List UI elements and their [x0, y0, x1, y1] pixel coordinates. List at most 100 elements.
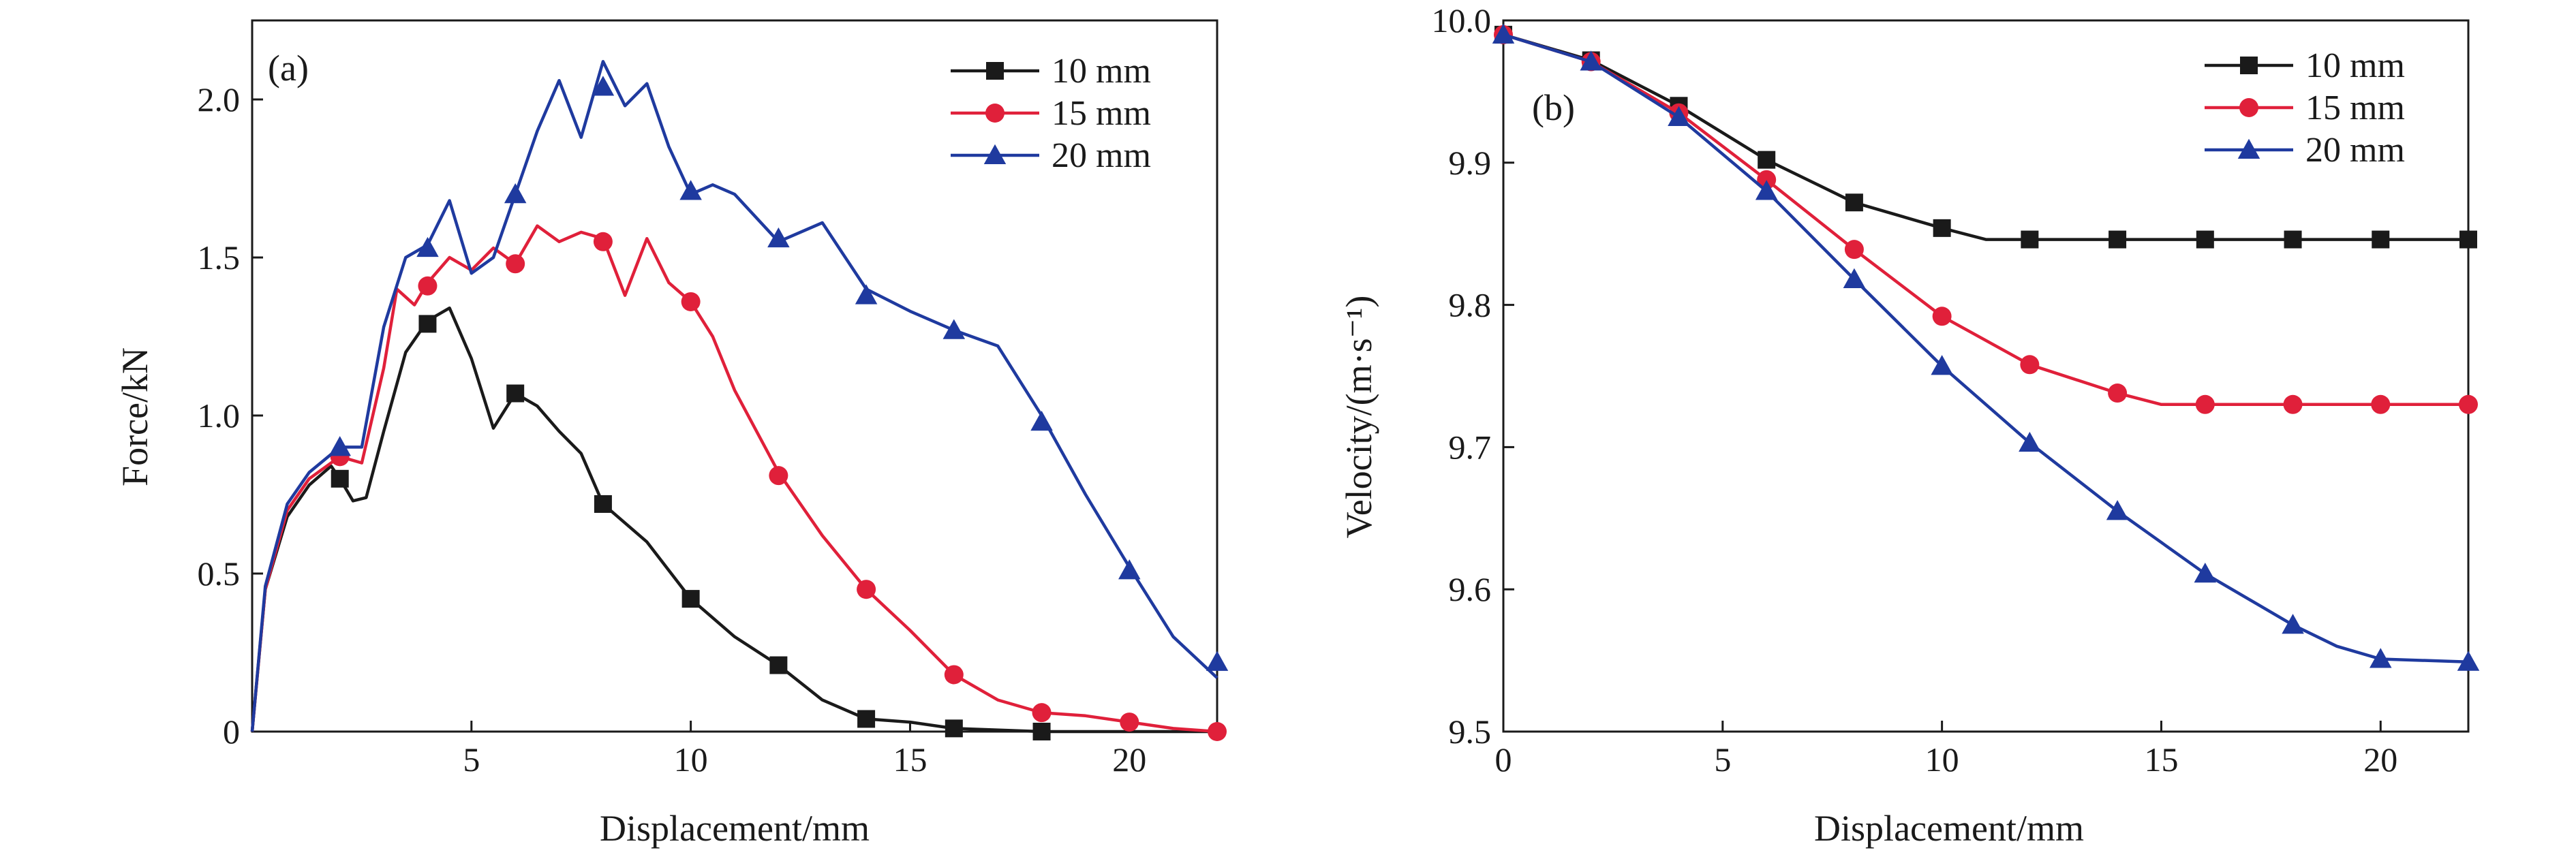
panel-a-point-20-mm — [855, 284, 878, 304]
panel-b-point-20-mm — [1755, 180, 1778, 200]
panel-a-point-20-mm — [592, 76, 615, 96]
panel-a-y-tick-label: 0 — [223, 713, 240, 751]
panel-b-legend-marker-15-mm — [2239, 98, 2258, 117]
panel-b-point-10-mm — [2021, 230, 2039, 249]
panel-b-velocity-chart: (b) Displacement/mm Velocity/(m·s⁻¹) 0 5 1… — [1338, 1, 2480, 849]
panel-a-legend-marker-10-mm — [986, 62, 1004, 80]
panel-b-x-tick-label: 0 — [1495, 740, 1512, 779]
panel-b-x-axis-label: Displacement/mm — [1814, 808, 2084, 849]
panel-b-point-20-mm — [1843, 268, 1866, 289]
panel-b-point-15-mm — [1844, 240, 1864, 260]
panel-a-y-tick-label: 2.0 — [198, 80, 241, 119]
panel-a-point-10-mm — [857, 710, 876, 728]
panel-a-point-15-mm — [1032, 703, 1052, 723]
panel-a-point-15-mm — [769, 466, 788, 486]
panel-b-point-20-mm — [1492, 23, 1515, 44]
panel-b-legend: 10 mm 15 mm 20 mm — [2205, 46, 2405, 170]
panel-a-legend-marker-15-mm — [985, 104, 1005, 123]
panel-b-point-15-mm — [1757, 170, 1777, 189]
panel-b-point-15-mm — [2283, 394, 2303, 414]
panel-b-x-tick-label: 5 — [1714, 740, 1731, 779]
panel-a-legend-label-10-mm: 10 mm — [1052, 52, 1151, 91]
panel-b-point-20-mm — [1668, 106, 1690, 126]
panel-b-y-tick-label: 9.9 — [1449, 144, 1492, 182]
panel-b-plot-frame — [1502, 19, 2470, 733]
panel-a-point-20-mm — [767, 227, 790, 248]
panel-a-point-20-mm — [1206, 651, 1229, 671]
panel-b-point-10-mm — [2372, 230, 2390, 249]
panel-b-point-15-mm — [1932, 307, 1952, 326]
panel-a-series-line-10-mm — [250, 306, 1217, 734]
panel-b-y-axis-label: Velocity/(m·s⁻¹) — [1338, 296, 1379, 539]
panel-a-y-tick-label: 1.0 — [198, 396, 241, 435]
panel-a-series-15-mm — [250, 224, 1227, 741]
panel-a-series-20-mm — [250, 60, 1229, 732]
panel-a-force-chart: (a) Displacement/mm Force/kN 5 10 15 20 0 0.5… — [114, 19, 1229, 849]
panel-b-y-tick-label: 9.6 — [1449, 570, 1492, 608]
panel-a-plot-frame — [251, 19, 1218, 733]
panel-b-y-tick-label: 9.7 — [1449, 428, 1492, 466]
panel-b-point-20-mm — [2370, 648, 2392, 668]
panel-a-point-20-mm — [504, 183, 527, 204]
panel-a-x-tick-label: 5 — [463, 740, 480, 779]
panel-a-point-10-mm — [331, 469, 349, 488]
panel-a-point-20-mm — [679, 180, 702, 200]
panel-b-point-20-mm — [2282, 614, 2304, 634]
panel-b-point-15-mm — [2020, 355, 2040, 375]
panel-b-point-20-mm — [1931, 355, 1953, 375]
panel-b-y-tick-label: 9.5 — [1449, 713, 1492, 751]
panel-b-legend-marker-10-mm — [2240, 57, 2258, 74]
panel-a-point-10-mm — [681, 590, 700, 608]
panel-a-point-10-mm — [945, 719, 963, 738]
panel-b-point-10-mm — [1758, 151, 1776, 169]
panel-a-series-line-20-mm — [250, 60, 1218, 732]
panel-b-series-20-mm — [1492, 23, 2480, 671]
panel-a-y-tick-label: 1.5 — [198, 238, 241, 277]
panel-a-point-20-mm — [1118, 559, 1141, 580]
panel-b-point-10-mm — [2284, 230, 2302, 249]
panel-a-point-20-mm — [1030, 411, 1053, 431]
panel-b-point-10-mm — [1933, 219, 1951, 237]
panel-a-legend-label-15-mm: 15 mm — [1052, 94, 1151, 133]
panel-b-point-20-mm — [2019, 431, 2041, 452]
panel-b-point-20-mm — [1580, 50, 1602, 71]
panel-b-x-tick-label: 20 — [2363, 740, 2397, 779]
panel-b-legend-marker-20-mm — [2237, 138, 2260, 159]
panel-b-point-15-mm — [2195, 394, 2215, 414]
panel-a-x-tick-label: 20 — [1112, 740, 1146, 779]
panel-a-point-15-mm — [418, 276, 438, 296]
panel-b-point-15-mm — [2371, 394, 2391, 414]
panel-a-x-tick-label: 15 — [893, 740, 927, 779]
panel-b-tag: (b) — [1532, 87, 1575, 128]
panel-b-point-15-mm — [2108, 383, 2128, 403]
panel-a-point-20-mm — [328, 436, 351, 456]
panel-b-x-tick-label: 10 — [1925, 740, 1959, 779]
panel-a-point-15-mm — [857, 580, 876, 599]
panel-a-point-10-mm — [506, 384, 525, 403]
panel-b-y-tick-label: 10.0 — [1432, 1, 1492, 40]
panel-a-tag: (a) — [268, 48, 309, 89]
panel-b-x-tick-label: 15 — [2144, 740, 2178, 779]
panel-b-point-20-mm — [2106, 500, 2129, 520]
panel-b-legend-label-10-mm: 10 mm — [2305, 46, 2405, 85]
panel-a-point-15-mm — [506, 254, 525, 274]
panel-b-legend-label-15-mm: 15 mm — [2305, 89, 2405, 127]
panel-a-legend-label-20-mm: 20 mm — [1052, 136, 1151, 175]
panel-b-point-20-mm — [2194, 562, 2217, 583]
panel-a-point-20-mm — [416, 236, 439, 257]
panel-a-point-20-mm — [942, 319, 966, 339]
panel-a-point-10-mm — [418, 315, 437, 333]
panel-b-point-10-mm — [2196, 230, 2214, 249]
panel-b-point-10-mm — [1845, 193, 1863, 212]
panel-b-point-20-mm — [2457, 651, 2480, 671]
panel-a-y-tick-label: 0.5 — [198, 554, 241, 593]
panel-a-series-line-15-mm — [250, 224, 1218, 734]
panel-a-point-15-mm — [1120, 713, 1139, 732]
panel-a-series-10-mm — [250, 306, 1217, 740]
panel-a-x-tick-label: 10 — [674, 740, 708, 779]
panel-b-point-10-mm — [2459, 230, 2477, 249]
panel-a-x-axis-label: Displacement/mm — [600, 808, 870, 849]
panel-b-legend-label-20-mm: 20 mm — [2305, 131, 2405, 170]
